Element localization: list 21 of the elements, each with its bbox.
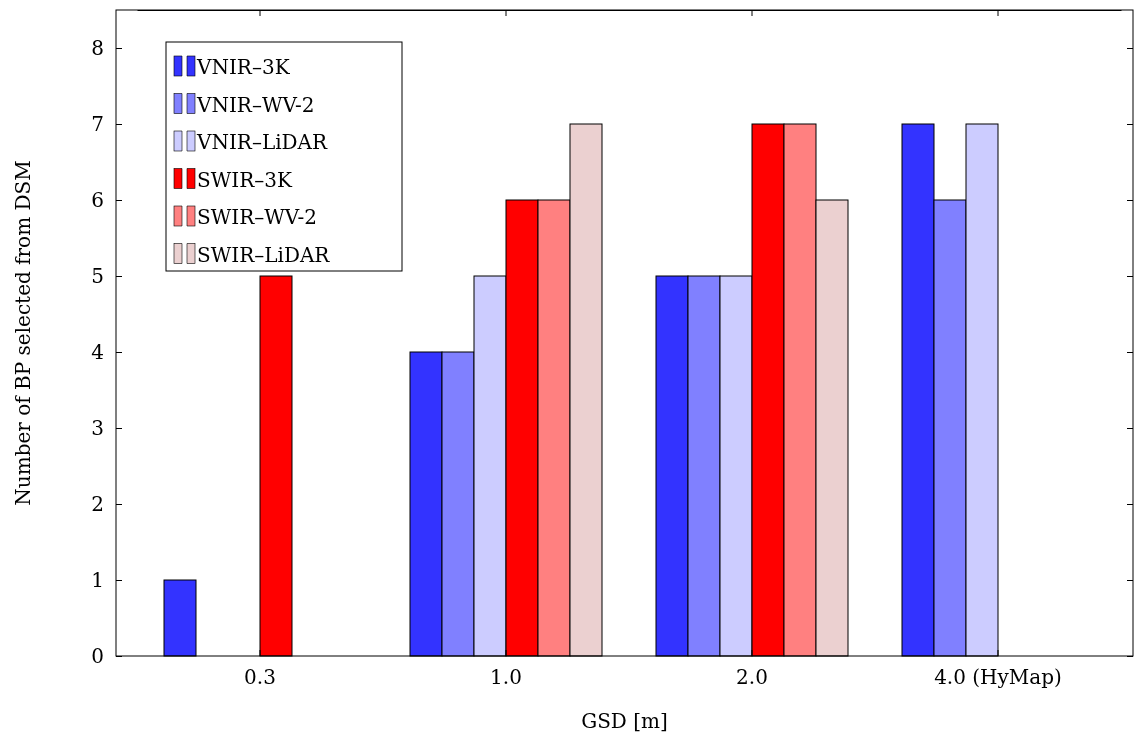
y-tick-label: 6 [91, 187, 104, 212]
y-tick-label: 8 [91, 35, 104, 60]
y-tick-label: 2 [91, 491, 104, 516]
y-tick-label: 7 [91, 111, 104, 136]
y-tick-label: 5 [91, 263, 104, 288]
x-axis-title: GSD [m] [581, 709, 668, 733]
legend-label: VNIR–3K [196, 55, 291, 79]
legend-label: SWIR–WV-2 [197, 205, 317, 229]
x-tick-label: 1.0 [490, 665, 522, 690]
x-tick-label: 0.3 [244, 665, 276, 690]
legend-label: SWIR–LiDAR [197, 242, 331, 267]
y-tick-label: 4 [91, 339, 104, 364]
y-axis-title: Number of BP selected from DSM [11, 160, 35, 506]
legend-label: VNIR–LiDAR [196, 130, 329, 154]
legend-label: VNIR–WV-2 [196, 92, 315, 117]
y-tick-label: 0 [91, 643, 104, 668]
legend-label: SWIR–3K [197, 167, 293, 192]
y-tick-label: 3 [91, 415, 104, 440]
x-tick-label: 4.0 (HyMap) [934, 665, 1062, 690]
x-tick-label: 2.0 [736, 665, 768, 690]
y-tick-label: 1 [91, 567, 104, 592]
